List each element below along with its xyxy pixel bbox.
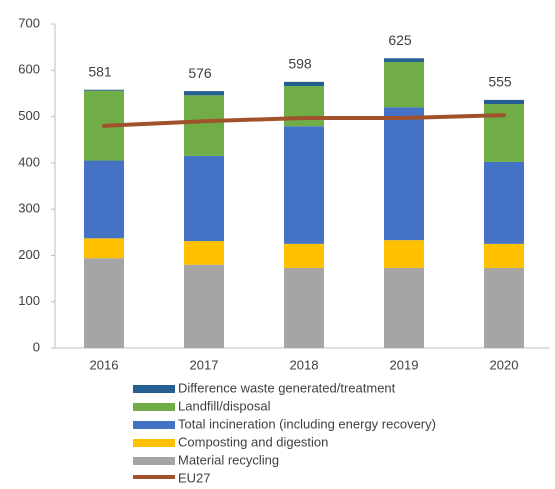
total-label: 555: [488, 74, 512, 90]
x-tick-label: 2020: [490, 357, 519, 372]
y-tick-label: 200: [18, 247, 40, 262]
y-tick-label: 300: [18, 201, 40, 216]
bar-segment: [184, 241, 224, 265]
legend-label: Landfill/disposal: [178, 398, 271, 413]
total-label: 598: [288, 56, 312, 72]
y-tick-label: 500: [18, 108, 40, 123]
y-tick-label: 100: [18, 293, 40, 308]
bar-segment: [84, 238, 124, 259]
bar-segment: [184, 95, 224, 156]
bar-segment: [184, 91, 224, 96]
bar-segment: [84, 160, 124, 239]
bar-segment: [484, 243, 524, 268]
bar-segment: [484, 104, 524, 162]
x-tick-label: 2016: [90, 357, 119, 372]
y-tick-label: 0: [33, 339, 40, 354]
bar-segment: [284, 126, 324, 244]
bar-segment: [484, 99, 524, 105]
x-tick-label: 2017: [190, 357, 219, 372]
bar-segment: [84, 89, 124, 91]
x-tick-label: 2018: [290, 357, 319, 372]
total-label: 581: [88, 63, 112, 79]
bar-segment: [284, 267, 324, 348]
total-label: 576: [188, 65, 212, 81]
bar-segment: [384, 240, 424, 268]
line: [102, 113, 506, 128]
bar-segment: [484, 267, 524, 348]
bar-segment: [284, 81, 324, 87]
y-tick-label: 600: [18, 62, 40, 77]
bar-segment: [184, 264, 224, 348]
bar-segment: [384, 267, 424, 348]
legend-label: Difference waste generated/treatment: [178, 380, 396, 395]
legend-swatch: [133, 421, 175, 429]
bar-segment: [284, 243, 324, 268]
legend-swatch: [133, 385, 175, 393]
y-tick-label: 700: [18, 15, 40, 30]
x-tick-label: 2019: [390, 357, 419, 372]
bar-segment: [384, 107, 424, 241]
y-tick-label: 400: [18, 154, 40, 169]
total-label: 625: [388, 32, 412, 48]
legend-swatch: [133, 403, 175, 411]
bar-segment: [384, 58, 424, 62]
bar-segment: [84, 258, 124, 348]
bar-segment: [384, 61, 424, 108]
bar-segment: [184, 155, 224, 242]
legend-label: EU27: [178, 470, 211, 484]
legend-label: Material recycling: [178, 452, 279, 467]
legend-swatch: [133, 457, 175, 465]
legend-swatch: [133, 439, 175, 447]
legend-label: Composting and digestion: [178, 434, 328, 449]
legend-label: Total incineration (including energy rec…: [178, 416, 436, 431]
bar-segment: [484, 161, 524, 244]
